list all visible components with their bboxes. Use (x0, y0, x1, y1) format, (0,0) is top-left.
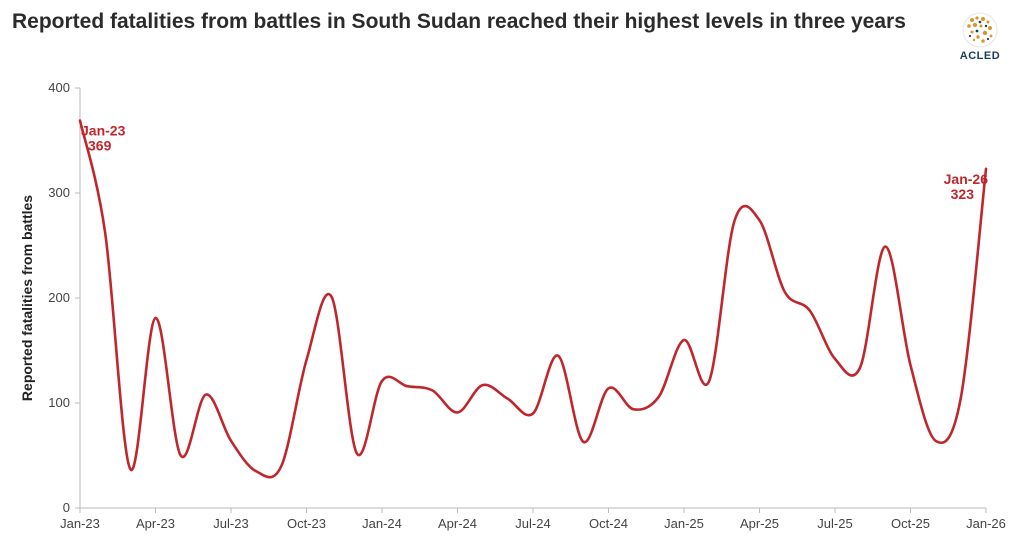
x-tick-label: Jul-23 (213, 516, 248, 531)
y-tick-label: 400 (48, 80, 70, 95)
x-tick-label: Apr-25 (740, 516, 779, 531)
y-tick-label: 100 (48, 395, 70, 410)
x-tick-label: Apr-24 (438, 516, 477, 531)
logo-text: ACLED (959, 50, 1001, 62)
acled-logo: ACLED (950, 10, 1010, 66)
x-tick-label: Jul-25 (817, 516, 852, 531)
annotation-label: Jan-23 (81, 123, 126, 139)
globe-icon (962, 12, 998, 48)
y-tick-label: 300 (48, 185, 70, 200)
x-tick-label: Jan-23 (60, 516, 100, 531)
chart-title: Reported fatalities from battles in Sout… (12, 10, 906, 33)
series-line (78, 119, 988, 479)
annotation-value: 369 (88, 138, 112, 154)
annotation-label: Jan-26 (944, 171, 989, 187)
x-tick-label: Jul-24 (515, 516, 550, 531)
x-tick-label: Oct-25 (891, 516, 930, 531)
y-tick-label: 0 (63, 500, 70, 515)
x-tick-label: Jan-26 (966, 516, 1006, 531)
y-axis-label: Reported fatalities from battles (19, 195, 35, 401)
y-tick-label: 200 (48, 290, 70, 305)
x-tick-label: Oct-23 (287, 516, 326, 531)
annotation-value: 323 (951, 186, 975, 202)
x-tick-label: Apr-23 (136, 516, 175, 531)
x-tick-label: Jan-25 (664, 516, 704, 531)
x-tick-label: Oct-24 (589, 516, 628, 531)
x-tick-label: Jan-24 (362, 516, 402, 531)
